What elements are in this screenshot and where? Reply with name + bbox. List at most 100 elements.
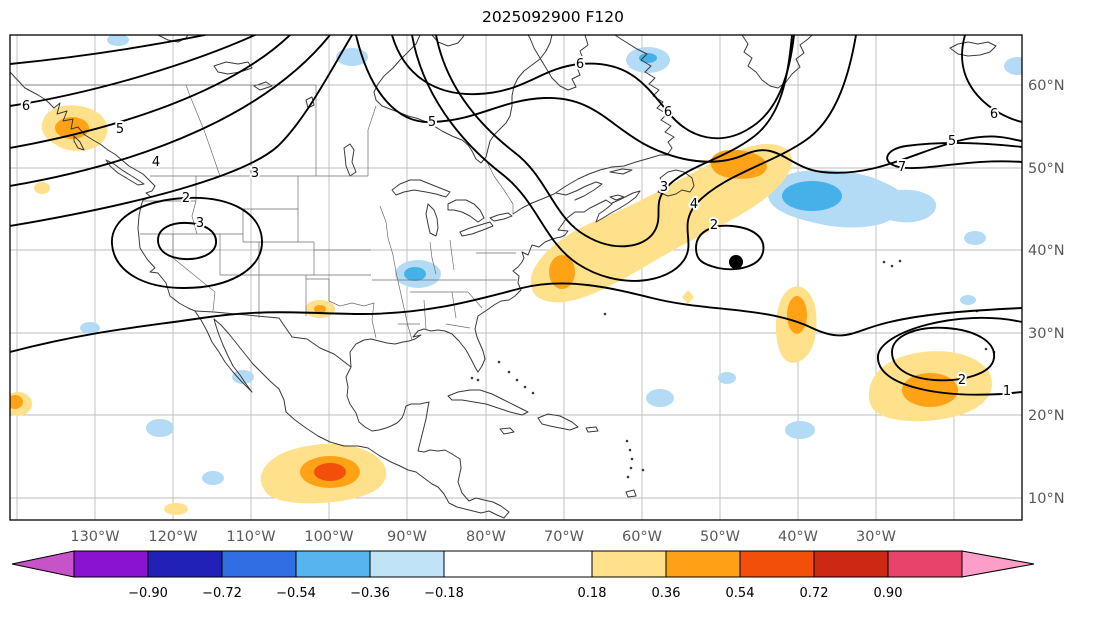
coastline-ungava xyxy=(527,35,589,91)
y-tick-label: 30°N xyxy=(1028,326,1065,342)
coastline-haida-gwaii xyxy=(73,135,85,151)
colorbar-segment xyxy=(591,550,667,578)
contour-line xyxy=(10,35,206,65)
x-tick-label: 30°W xyxy=(856,529,896,545)
positive-anomaly-core xyxy=(549,255,575,289)
map-background xyxy=(10,35,1022,520)
coastline-cuba xyxy=(447,389,529,416)
x-tick-label: 50°W xyxy=(700,529,740,545)
colorbar-tick-label: −0.90 xyxy=(128,586,168,601)
lake-michigan xyxy=(425,203,439,237)
contour-label: 2 xyxy=(182,191,190,206)
coastline-iceland xyxy=(949,41,997,57)
contour-label: 7 xyxy=(898,160,906,175)
coastline-trinidad xyxy=(625,489,637,498)
x-tick-label: 70°W xyxy=(544,529,584,545)
positive-anomaly-core xyxy=(10,395,23,409)
colorbar-extend-right-arrow xyxy=(961,550,1035,578)
lake-reindeer xyxy=(305,96,315,109)
colorbar: −0.90 −0.72 −0.54 −0.36 −0.18 0.18 0.36 … xyxy=(11,550,1035,601)
contour-label: 3 xyxy=(251,166,259,181)
height-contours xyxy=(10,35,1022,396)
colorbar-tick-label: 0.36 xyxy=(652,586,681,601)
lake-superior xyxy=(391,179,451,198)
coastline-st-lawrence xyxy=(512,154,668,215)
y-tick-label: 20°N xyxy=(1028,408,1065,424)
contour-line xyxy=(391,35,795,140)
x-tick-label: 60°W xyxy=(622,529,662,545)
contour-label: 4 xyxy=(152,155,160,170)
negative-anomaly-core xyxy=(404,267,426,281)
colorbar-segment xyxy=(739,550,815,578)
x-tick-label: 110°W xyxy=(226,529,275,545)
x-tick-label: 120°W xyxy=(148,529,197,545)
contour-line-closed xyxy=(157,222,217,261)
contour-label: 2 xyxy=(710,218,718,233)
lake-winnipeg xyxy=(343,143,357,177)
coastline-pei xyxy=(609,194,625,201)
negative-anomaly-patch xyxy=(80,322,100,334)
positive-anomaly-max-core xyxy=(314,463,346,481)
contour-line xyxy=(961,35,1022,123)
contour-line xyxy=(10,35,353,227)
negative-anomaly-patch xyxy=(964,231,986,245)
x-tick-label: 90°W xyxy=(387,529,427,545)
colorbar-ticks: −0.90 −0.72 −0.54 −0.36 −0.18 0.18 0.36 … xyxy=(128,586,902,601)
colorbar-segment xyxy=(147,550,223,578)
y-tick-label: 50°N xyxy=(1028,161,1065,177)
border-us-mexico xyxy=(194,310,352,368)
coastline-hispaniola xyxy=(537,413,579,431)
negative-anomaly-patch xyxy=(107,35,129,46)
lake-athabasca xyxy=(253,81,273,91)
colorbar-tick-label: 0.72 xyxy=(800,586,829,601)
contour-line xyxy=(10,35,331,187)
colorbar-tick-label: 0.54 xyxy=(726,586,755,601)
coastline-labrador xyxy=(614,35,675,156)
contour-line xyxy=(411,35,857,282)
contour-line xyxy=(886,142,1022,170)
latlon-grid xyxy=(10,35,1022,520)
contour-line-closed xyxy=(891,326,995,382)
y-tick-label: 60°N xyxy=(1028,78,1065,94)
contour-label: 5 xyxy=(428,115,436,130)
positive-anomaly-patch xyxy=(34,182,50,194)
positive-anomaly-patch xyxy=(164,503,188,515)
contour-label: 6 xyxy=(990,107,998,122)
colorbar-tick-label: −0.18 xyxy=(424,586,464,601)
y-tick-label: 10°N xyxy=(1028,491,1065,507)
contour-line-closed xyxy=(695,224,765,271)
coastline-st-lawrence-south xyxy=(555,181,603,201)
colorbar-segment xyxy=(665,550,741,578)
contour-label: 5 xyxy=(948,134,956,149)
contour-line xyxy=(877,316,1022,396)
positive-anomaly-core xyxy=(787,296,807,334)
colorbar-tick-label: 0.18 xyxy=(578,586,607,601)
coastline-nova-scotia xyxy=(583,190,641,223)
coastline-greenland xyxy=(741,35,813,89)
coastline-mainland xyxy=(10,71,585,519)
positive-anomaly-patch xyxy=(530,143,793,303)
colorbar-tick-label: −0.54 xyxy=(276,586,316,601)
colorbar-segment xyxy=(221,550,297,578)
contour-line xyxy=(10,35,291,149)
cutoff-low-marker xyxy=(729,255,743,269)
colorbar-tick-label: 0.90 xyxy=(874,586,903,601)
negative-anomaly-patch xyxy=(960,295,976,305)
positive-anomaly-core xyxy=(710,149,767,179)
contour-line xyxy=(355,35,1022,174)
map-frame xyxy=(9,34,1023,521)
colorbar-extend-left-arrow xyxy=(11,550,75,578)
colorbar-tick-label: −0.72 xyxy=(202,586,242,601)
negative-anomaly-patch xyxy=(785,421,815,439)
lake-erie xyxy=(459,221,494,237)
contour-label: 2 xyxy=(958,373,966,388)
coastline-puerto-rico xyxy=(585,426,599,433)
colorbar-segment xyxy=(813,550,889,578)
contour-label: 6 xyxy=(22,99,30,114)
lake-great-slave xyxy=(213,61,253,75)
y-axis-ticks: 60°N 50°N 40°N 30°N 20°N 10°N xyxy=(1028,78,1065,507)
contour-label: 6 xyxy=(664,105,672,120)
lake-great-bear xyxy=(157,35,189,43)
